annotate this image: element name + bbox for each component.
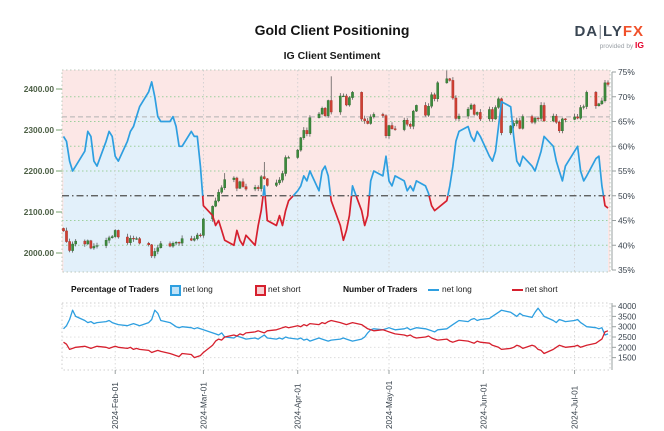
svg-text:2100.00: 2100.00	[24, 207, 55, 217]
legend-netlong-count-line-icon	[428, 289, 439, 291]
legend-percentage-of-traders: Percentage of Traders	[71, 284, 159, 294]
legend-netshort-pct-swatch-icon	[255, 285, 266, 296]
svg-text:2000.00: 2000.00	[24, 248, 55, 258]
gold-candles	[62, 70, 610, 259]
legend-number-of-traders: Number of Traders	[343, 284, 418, 294]
dailyfx-wordmark: DA|LYFX	[574, 23, 644, 40]
svg-text:60%: 60%	[618, 141, 635, 151]
legend-netshort-count-line-icon	[512, 289, 523, 291]
traders-net-short-line	[63, 319, 609, 359]
svg-text:2024-Apr-01: 2024-Apr-01	[294, 383, 303, 429]
svg-text:2024-Mar-01: 2024-Mar-01	[199, 382, 208, 429]
svg-text:1500: 1500	[618, 354, 637, 363]
svg-text:2024-Feb-01: 2024-Feb-01	[111, 382, 120, 429]
chart-subtitle: IG Client Sentiment	[283, 50, 381, 62]
svg-text:40%: 40%	[618, 240, 635, 250]
svg-text:75%: 75%	[618, 67, 635, 77]
svg-text:2400.00: 2400.00	[24, 84, 55, 94]
svg-text:3000: 3000	[618, 323, 637, 332]
provided-by-ig: provided by IG	[599, 40, 644, 50]
svg-text:2024-Jul-01: 2024-Jul-01	[571, 385, 580, 429]
svg-text:2500: 2500	[618, 333, 637, 342]
legend-netshort-count-label: net short	[525, 284, 558, 294]
legend-netlong-count-label: net long	[442, 284, 472, 294]
percent-axis: 35% 40% 45% 50% 55% 60% 65% 70% 75%	[611, 67, 635, 275]
svg-text:35%: 35%	[618, 265, 635, 275]
svg-text:2024-Jun-01: 2024-Jun-01	[479, 383, 488, 429]
svg-text:2000: 2000	[618, 343, 637, 352]
legend-netlong-pct-swatch-icon	[170, 285, 181, 296]
svg-text:70%: 70%	[618, 92, 635, 102]
dailyfx-logo: DA|LYFX provided by IG	[574, 24, 644, 51]
svg-text:3500: 3500	[618, 312, 637, 321]
svg-text:2200.00: 2200.00	[24, 166, 55, 176]
legend-netlong-pct-label: net long	[183, 284, 213, 294]
net-long-percentage-line	[62, 81, 609, 247]
legend-netshort-pct-label: net short	[268, 284, 301, 294]
svg-text:2300.00: 2300.00	[24, 125, 55, 135]
svg-text:2024-May-01: 2024-May-01	[385, 380, 394, 429]
price-axis: 2000.00 2100.00 2200.00 2300.00 2400.00	[24, 84, 62, 258]
svg-text:65%: 65%	[618, 117, 635, 127]
svg-text:55%: 55%	[618, 166, 635, 176]
svg-text:50%: 50%	[618, 191, 635, 201]
page-title: Gold Client Positioning	[254, 22, 410, 38]
svg-text:45%: 45%	[618, 216, 635, 226]
traders-net-long-line	[63, 307, 609, 342]
svg-text:4000: 4000	[618, 302, 637, 311]
date-axis: 2024-Feb-01 2024-Mar-01 2024-Apr-01 2024-Ma…	[111, 370, 580, 429]
